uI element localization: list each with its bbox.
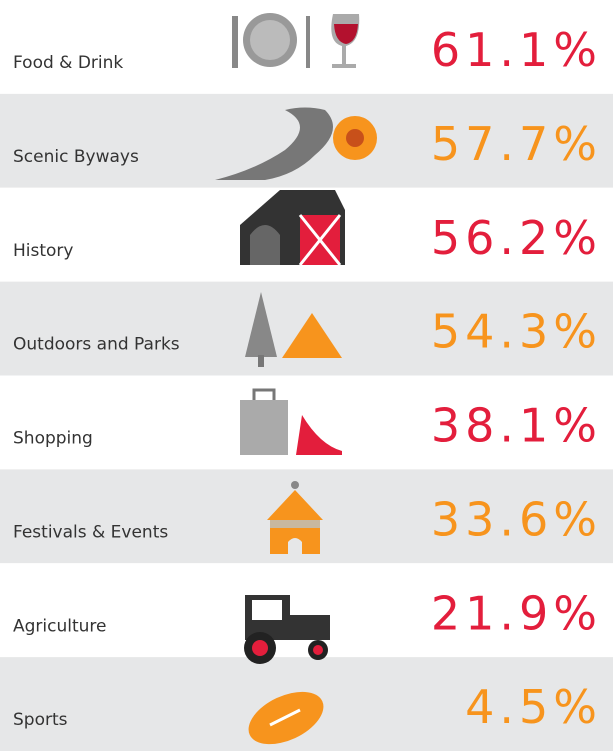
row-label: Food & Drink — [13, 53, 123, 73]
row-label: History — [13, 241, 73, 261]
row-value: 33.6% — [431, 492, 602, 546]
row-label: Outdoors and Parks — [13, 335, 180, 355]
shopping-icon — [240, 388, 342, 455]
row-label: Scenic Byways — [13, 147, 139, 167]
tent-icon — [267, 481, 323, 554]
food-icon — [232, 13, 360, 68]
row-value: 21.9% — [431, 586, 602, 640]
row-label: Festivals & Events — [13, 522, 168, 542]
row-value: 4.5% — [465, 680, 602, 734]
tractor-icon — [244, 595, 330, 664]
row-value: 56.2% — [431, 211, 602, 265]
row-background — [0, 563, 613, 658]
bridge-icon — [240, 190, 345, 266]
road-icon — [215, 107, 377, 180]
row-value: 57.7% — [431, 117, 602, 171]
row-label: Sports — [13, 710, 68, 730]
icons — [215, 13, 377, 745]
row-value: 54.3% — [431, 305, 602, 359]
row-value: 61.1% — [431, 23, 602, 77]
row-label: Shopping — [13, 429, 93, 449]
football-icon — [248, 691, 324, 745]
row-label: Agriculture — [13, 616, 107, 636]
row-value: 38.1% — [431, 399, 602, 453]
camp-icon — [245, 292, 342, 367]
